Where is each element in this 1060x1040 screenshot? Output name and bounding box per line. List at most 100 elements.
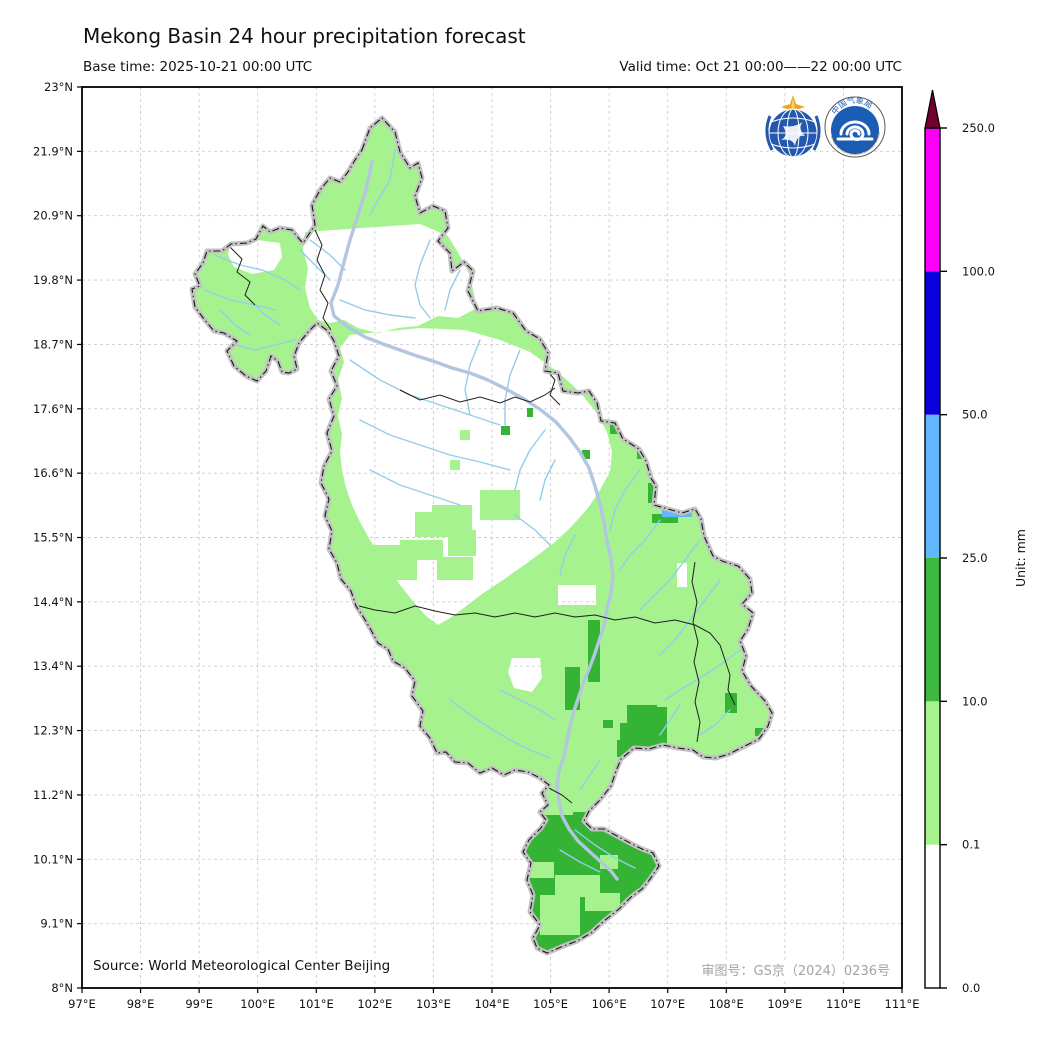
precip-medium-cell — [548, 837, 570, 853]
y-tick-label: 19.8°N — [33, 273, 73, 287]
x-tick-label: 106°E — [592, 997, 627, 1011]
x-tick-label: 107°E — [650, 997, 685, 1011]
colorbar-segment — [925, 128, 940, 272]
river — [464, 339, 481, 416]
y-tick-label: 10.1°N — [33, 852, 73, 866]
y-tick-label: 11.2°N — [33, 788, 73, 802]
colorbar-tick-label: 250.0 — [962, 121, 995, 135]
river — [664, 649, 741, 701]
river — [349, 359, 501, 426]
mekong-main-river — [329, 160, 619, 881]
basin-outline — [191, 117, 773, 954]
precip-medium-cell — [652, 514, 678, 523]
y-tick-label: 8°N — [51, 981, 73, 995]
river — [574, 829, 636, 869]
precip-detail-layer — [204, 149, 769, 952]
precip-light-cell — [460, 430, 470, 440]
river — [339, 299, 416, 319]
x-tick-label: 110°E — [826, 997, 861, 1011]
y-tick-label: 17.6°N — [33, 402, 73, 416]
river — [309, 239, 346, 271]
y-tick-label: 14.4°N — [33, 595, 73, 609]
precip-medium-cell — [501, 426, 510, 435]
colorbar-segment — [925, 271, 940, 415]
precip-medium-cell — [610, 423, 618, 434]
x-tick-label: 99°E — [185, 997, 213, 1011]
cma-logo: 中国气象局 CHINA METEOROLOGICAL ADMINISTRATIO… — [823, 95, 887, 160]
valid-time-label: Valid time: Oct 21 00:00——22 00:00 UTC — [619, 59, 902, 75]
wmo-globe-icon — [765, 108, 821, 158]
country-border — [314, 229, 332, 331]
x-tick-label: 103°E — [416, 997, 451, 1011]
colorbar-unit-label: Unit: mm — [1013, 529, 1028, 587]
precip-light-cell — [400, 540, 443, 560]
precip-light-cell — [528, 862, 554, 878]
river — [639, 539, 701, 611]
precip-heavy-cell — [655, 485, 683, 501]
river — [444, 269, 461, 311]
precip-light-cell — [480, 490, 520, 520]
precip-light-cell — [415, 512, 443, 537]
precip-medium-cell — [527, 408, 533, 417]
colorbar-tick-label: 100.0 — [962, 264, 995, 278]
colorbar-tick-label: 10.0 — [962, 694, 988, 708]
colorbar-segment — [925, 558, 940, 702]
map-approval-number: 审图号：GS京（2024）0236号 — [699, 960, 892, 979]
x-tick-label: 111°E — [885, 997, 920, 1011]
precip-light-cell — [448, 530, 476, 556]
precip-light-field — [192, 118, 772, 953]
cma-cloud-icon — [836, 120, 874, 141]
country-border — [229, 246, 256, 306]
precip-light-cell — [450, 460, 460, 470]
x-tick-label: 105°E — [533, 997, 568, 1011]
y-tick-label: 18.7°N — [33, 337, 73, 351]
river — [414, 239, 431, 319]
colorbar-tick-label: 0.1 — [962, 838, 980, 852]
precip-light-cell — [585, 893, 620, 911]
precip-medium-cell — [603, 720, 613, 728]
y-tick-label: 9.1°N — [40, 917, 73, 931]
river — [219, 309, 251, 336]
x-tick-label: 108°E — [709, 997, 744, 1011]
river — [619, 519, 661, 571]
source-credit: Source: World Meteorological Center Beij… — [91, 958, 393, 974]
x-tick-label: 102°E — [357, 997, 392, 1011]
precip-medium-cell — [582, 450, 590, 459]
river — [204, 289, 276, 311]
y-tick-label: 20.9°N — [33, 209, 73, 223]
precip-light-cell — [555, 875, 600, 897]
x-tick-label: 97°E — [68, 997, 96, 1011]
x-tick-label: 109°E — [767, 997, 802, 1011]
river — [539, 459, 556, 501]
river — [579, 759, 601, 791]
x-tick-label: 100°E — [240, 997, 275, 1011]
country-border — [354, 604, 736, 706]
x-tick-label: 104°E — [475, 997, 510, 1011]
y-tick-label: 23°N — [44, 80, 73, 94]
colorbar-overflow-arrow — [924, 89, 941, 129]
country-border — [399, 387, 556, 404]
river — [514, 429, 546, 491]
river — [234, 339, 296, 351]
wmo-star-icon — [781, 95, 805, 119]
y-tick-label: 16.6°N — [33, 466, 73, 480]
river — [514, 514, 551, 546]
colorbar-segment — [925, 414, 940, 558]
colorbar-tick-label: 0.0 — [962, 981, 980, 995]
colorbar-segment — [925, 701, 940, 845]
page-title: Mekong Basin 24 hour precipitation forec… — [83, 24, 526, 48]
river — [699, 709, 731, 736]
river — [369, 149, 396, 216]
y-tick-label: 21.9°N — [33, 144, 73, 158]
colorbar-tick-label: 25.0 — [962, 551, 988, 565]
x-tick-label: 98°E — [127, 997, 155, 1011]
river — [499, 689, 556, 721]
country-border — [691, 561, 701, 743]
river — [214, 254, 301, 291]
wmo-logo — [761, 94, 825, 160]
y-tick-label: 12.3°N — [33, 724, 73, 738]
river — [559, 849, 601, 873]
colorbar-tick-label: 50.0 — [962, 408, 988, 422]
